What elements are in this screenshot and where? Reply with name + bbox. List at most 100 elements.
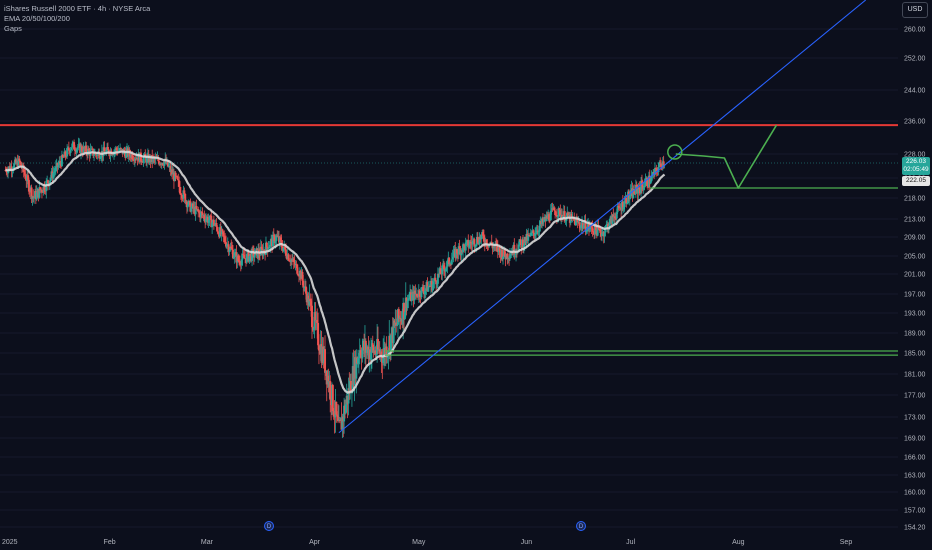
time-tick-label: 2025 [2, 539, 18, 546]
candle-body [225, 242, 228, 247]
candle-body [335, 401, 338, 415]
candle-body [186, 204, 189, 208]
candle-body [434, 277, 437, 281]
candle-body [18, 158, 21, 161]
candle-body [376, 338, 379, 350]
candle-body [555, 215, 558, 217]
candle-body [395, 322, 398, 326]
candle-body [32, 196, 35, 199]
candle-body [252, 250, 255, 258]
breakout-circle[interactable] [667, 144, 683, 160]
candle-body [660, 166, 663, 168]
candle-body [347, 388, 350, 404]
candle-body [469, 241, 472, 244]
candle-body [22, 165, 25, 173]
candle-body [284, 245, 287, 250]
candle-body [422, 287, 425, 292]
candle-body [628, 196, 631, 200]
event-badge[interactable] [576, 521, 586, 531]
candle-body [485, 239, 488, 246]
candle-body [350, 380, 353, 394]
time-tick-label: Aug [732, 539, 745, 546]
candle-body [519, 239, 522, 242]
candle-body [375, 354, 378, 355]
candle-body [637, 187, 640, 194]
candle-body [508, 258, 511, 260]
candle-body [331, 385, 334, 412]
price-tick-label: 205.00 [904, 254, 926, 261]
candle-body [223, 235, 226, 237]
price-tick-label: 185.00 [904, 351, 926, 358]
candle-body [66, 148, 69, 157]
candle-body [508, 255, 511, 259]
candle-body [580, 225, 583, 229]
candle-body [53, 172, 56, 174]
candle-body [615, 212, 618, 219]
price-axis[interactable]: 260.00252.00244.00236.00228.00222.00218.… [898, 0, 932, 550]
candle-body [93, 154, 96, 156]
candle-body [180, 194, 183, 199]
candle-body [457, 246, 460, 255]
candle-body [87, 148, 90, 151]
candle-body [462, 244, 465, 253]
candle-body [248, 256, 251, 262]
ascending-trendline[interactable] [338, 0, 867, 434]
candle-body [27, 175, 30, 180]
candle-body [310, 305, 313, 328]
currency-button[interactable]: USD [902, 2, 928, 18]
candle-body [650, 176, 653, 182]
drawings-layer[interactable] [0, 0, 898, 434]
candle-body [20, 162, 23, 167]
candle-body [19, 160, 22, 163]
candle-body [269, 241, 272, 247]
candle-body [241, 253, 244, 260]
projection-path[interactable] [675, 124, 778, 189]
candle-body [648, 175, 651, 184]
price-tick-label: 157.00 [904, 508, 926, 515]
candle-body [660, 163, 663, 167]
candle-body [201, 212, 204, 216]
candle-body [475, 244, 478, 247]
candle-body [646, 177, 649, 187]
indicator-ema-label[interactable]: EMA 20/50/100/200 [4, 14, 70, 23]
candle-body [538, 225, 541, 232]
candle-body [161, 163, 164, 165]
candle-body [634, 184, 637, 195]
event-badge[interactable] [264, 521, 274, 531]
candle-body [371, 343, 374, 348]
candle-body [131, 153, 134, 160]
candle-body [436, 283, 439, 285]
indicator-gaps-label[interactable]: Gaps [4, 24, 22, 33]
candle-body [253, 255, 256, 258]
time-axis[interactable]: 2025 Feb Mar Apr May Jun Jul Aug Sep [2, 539, 852, 546]
candle-body [535, 230, 538, 234]
candle-body [611, 214, 614, 224]
candle-body [506, 253, 509, 259]
candle-body [662, 161, 665, 166]
candle-body [625, 197, 628, 204]
time-tick-label: Jul [626, 539, 635, 546]
candle-body [13, 163, 16, 169]
price-tick-label: 244.00 [904, 88, 926, 95]
candle-body [502, 256, 505, 260]
candle-body [65, 156, 68, 157]
candle-body [397, 309, 400, 319]
candle-body [590, 224, 593, 228]
candle-body [548, 214, 551, 220]
candle-body [271, 234, 274, 247]
event-badge-label: D [267, 524, 272, 530]
candle-body [316, 319, 319, 323]
symbol-title[interactable]: iShares Russell 2000 ETF · 4h · NYSE Arc… [4, 4, 151, 13]
candle-body [517, 244, 520, 251]
candle-body [176, 176, 179, 180]
candle-body [27, 179, 30, 192]
candle-body [341, 416, 344, 430]
candle-body [460, 250, 463, 256]
price-tick-label: 236.00 [904, 119, 926, 126]
candle-body [312, 328, 315, 330]
candle-body [310, 301, 313, 306]
candle-body [482, 232, 485, 236]
candle-body [231, 249, 234, 259]
